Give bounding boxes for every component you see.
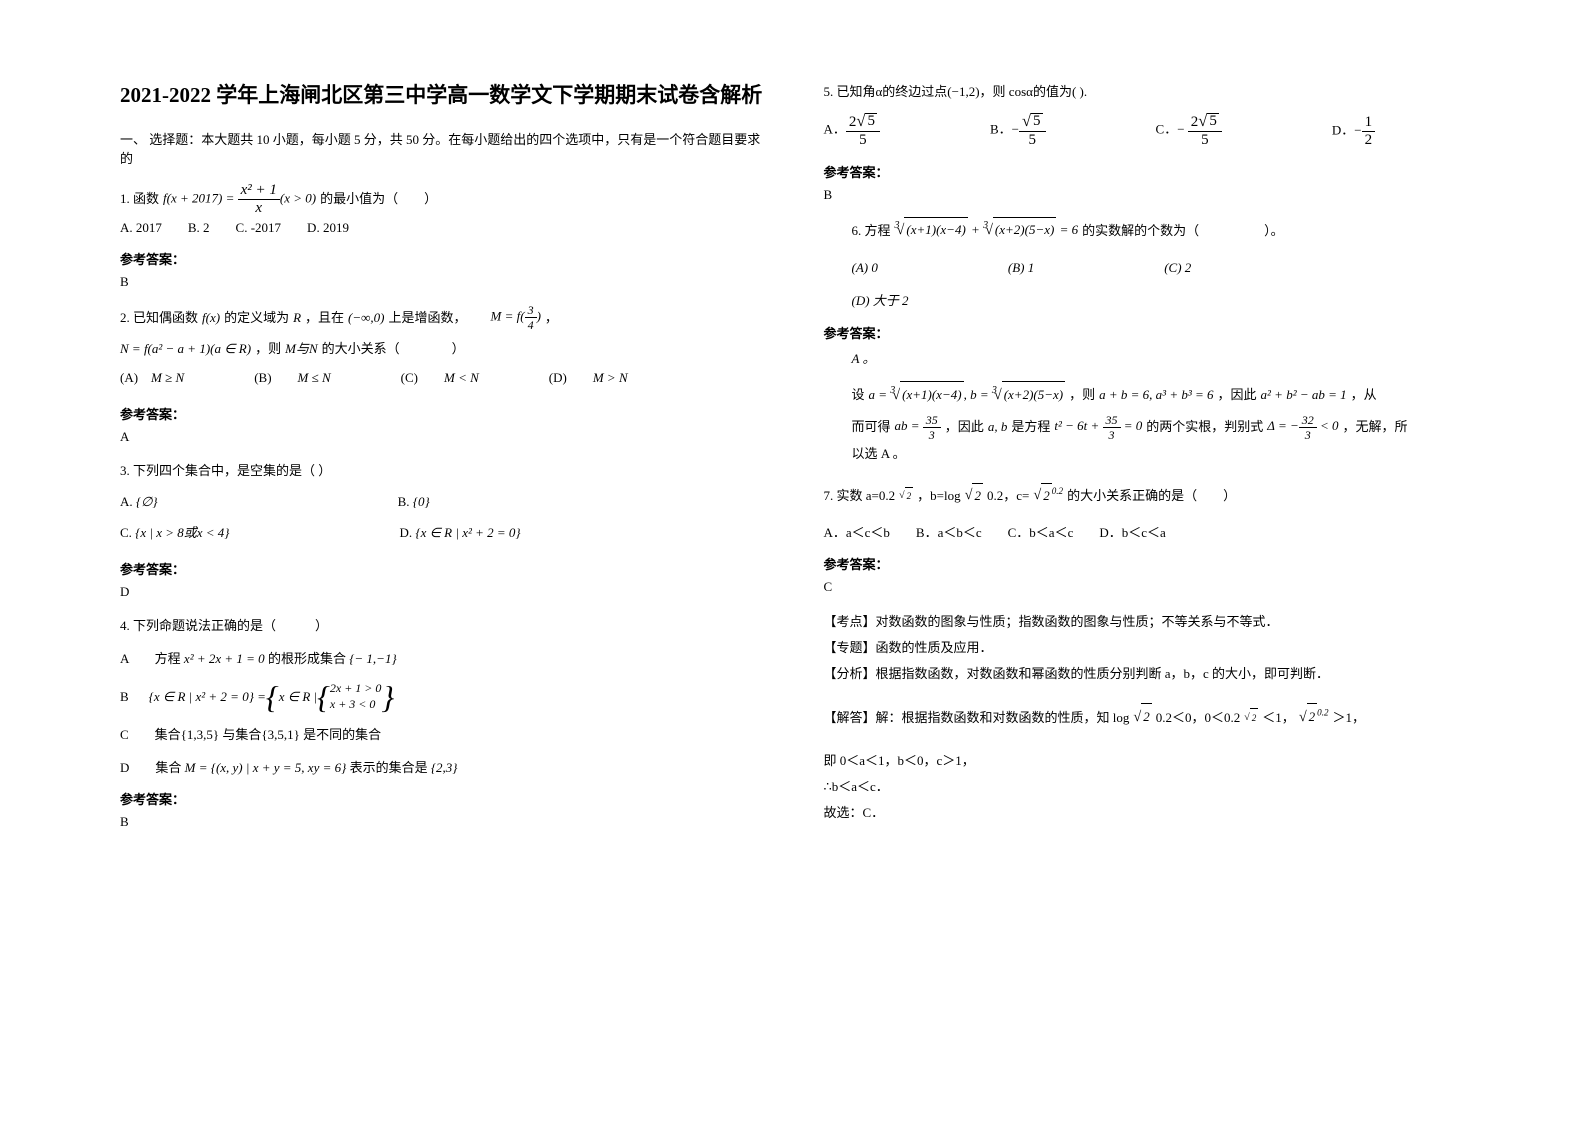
p6-suffix: 的实数解的个数为（ ）。 (1082, 219, 1284, 242)
p2-1a: 2. 已知偶函数 (120, 306, 198, 329)
answer-label: 参考答案： (120, 404, 764, 423)
p2-answer: A (120, 429, 764, 445)
problem-3: 3. 下列四个集合中，是空集的是（ ） A. {∅} B. {0} C. {x … (120, 459, 764, 549)
p2-optB: (B) M ≤ N (254, 366, 330, 389)
p7-analysis: 【考点】对数函数的图象与性质；指数函数的图象与性质；不等关系与不等式． 【专题】… (824, 609, 1468, 826)
p1-prefix: 1. 函数 (120, 187, 159, 210)
p7-options: A．a＜c＜b B．a＜b＜c C．b＜a＜c D．b＜c＜a (824, 521, 1468, 544)
p7-tag1: 【考点】对数函数的图象与性质；指数函数的图象与性质；不等关系与不等式． (824, 609, 1468, 635)
p2-comma: ， (545, 306, 558, 329)
problem-7: 7. 实数 a=0.2 √2 ，b=log √2 0.2，c= √20.2 的大… (824, 483, 1468, 544)
p5-answer: B (824, 187, 1468, 203)
p1-answer: B (120, 274, 764, 290)
p7-line6: ∴b＜a＜c． (824, 774, 1468, 800)
p2-optC: (C) M < N (401, 366, 479, 389)
p3-answer: D (120, 584, 764, 600)
p6-quad: t² − 6t + 353 = 0 (1054, 413, 1142, 441)
p2-interval: (−∞,0) (348, 306, 384, 329)
left-column: 2021-2022 学年上海闸北区第三中学高一数学文下学期期末试卷含解析 一、 … (100, 80, 794, 1082)
answer-label: 参考答案： (120, 559, 764, 578)
p2-N: N = f(a² − a + 1)(a ∈ R) (120, 337, 251, 360)
right-column: 5. 已知角α的终边过点(−1,2)，则 cosα的值为( ). A．2√55 … (794, 80, 1488, 1082)
p2-optD: (D) M > N (549, 366, 628, 389)
p7-answer: C (824, 579, 1468, 595)
p2-fx: f(x) (202, 306, 220, 329)
p3-C: C. {x | x > 8或x < 4} (120, 521, 230, 544)
p6-A: (A) 0 (852, 256, 878, 279)
p2-MN: M与N (285, 337, 318, 360)
answer-label: 参考答案： (120, 249, 764, 268)
p6-C: (C) 2 (1164, 256, 1191, 279)
p4-optD: D 集合 M = {(x, y) | x + y = 5, xy = 6} 表示… (120, 756, 764, 779)
p4-text: 4. 下列命题说法正确的是（ ） (120, 614, 764, 637)
p5-B: B．−√55 (990, 113, 1046, 148)
p1-formula: f(x + 2017) = x² + 1x(x > 0) (163, 183, 316, 216)
p3-text: 3. 下列四个集合中，是空集的是（ ） (120, 459, 764, 482)
answer-label: 参考答案： (824, 162, 1468, 181)
section-heading: 一、 选择题：本大题共 10 小题，每小题 5 分，共 50 分。在每小题给出的… (120, 130, 764, 169)
p2-M: M = f(34) (491, 304, 541, 331)
answer-label: 参考答案： (120, 789, 764, 808)
p7-sqrt2b: √20.2 (1033, 483, 1063, 509)
p6-explanation: 设 a = 3√(x+1)(x−4), b = 3√(x+2)(5−x) ，则 … (824, 381, 1468, 467)
answer-label: 参考答案： (824, 323, 1468, 342)
problem-2: 2. 已知偶函数 f(x) 的定义域为 R ，且在 (−∞,0) 上是增函数， … (120, 304, 764, 394)
problem-6: 6. 方程 3√(x+1)(x−4) + 3√(x+2)(5−x) = 6 的实… (824, 217, 1468, 312)
problem-1: 1. 函数 f(x + 2017) = x² + 1x(x > 0) 的最小值为… (120, 183, 764, 239)
p3-A: A. {∅} (120, 490, 158, 513)
p1-options: A. 2017 B. 2 C. -2017 D. 2019 (120, 216, 764, 239)
p5-D: D．−12 (1332, 115, 1375, 148)
p4-optA: A 方程 x² + 2x + 1 = 0 的根形成集合 {− 1,−1} (120, 647, 764, 670)
p7-sqrt2d: √20.2 (1299, 703, 1329, 732)
p7-exp2: √2 (1244, 708, 1258, 728)
p3-B: B. {0} (398, 490, 430, 513)
p6-ab: ab = 353 (895, 413, 941, 441)
p7-line5: 即 0＜a＜1，b＜0，c＞1， (824, 748, 1468, 774)
p7-exp1: √2 (899, 487, 913, 505)
p3-D: D. {x ∈ R | x² + 2 = 0} (400, 521, 521, 544)
answer-label: 参考答案： (824, 554, 1468, 573)
p7-tag3: 【分析】根据指数函数，对数函数和幂函数的性质分别判断 a，b，c 的大小，即可判… (824, 661, 1468, 687)
p5-text: 5. 已知角α的终边过点(−1,2)，则 cosα的值为( ). (824, 80, 1468, 103)
p2-2a: ，则 (255, 337, 281, 360)
p2-optA: (A) M ≥ N (120, 366, 184, 389)
p1-suffix: 的最小值为（ ） (320, 187, 437, 210)
p2-1b: 的定义域为 (224, 306, 289, 329)
p7-sqrt2c: √2 (1133, 703, 1151, 732)
p7-line7: 故选：C． (824, 800, 1468, 826)
p6-eq: 3√(x+1)(x−4) + 3√(x+2)(5−x) = 6 (895, 217, 1079, 244)
p6-delta: Δ = −323 < 0 (1267, 413, 1338, 441)
p4-B-label: B (120, 685, 129, 708)
p6-answer: A 。 (824, 348, 1468, 367)
p6-ab-def: a = 3√(x+1)(x−4), b = 3√(x+2)(5−x) (869, 381, 1066, 410)
p7-sqrt2a: √2 (965, 483, 983, 509)
p5-C: C．− 2√55 (1156, 113, 1222, 148)
p4-B-set: {x ∈ R | x² + 2 = 0} = { x ∈ R | { 2x + … (149, 681, 395, 713)
problem-5: 5. 已知角α的终边过点(−1,2)，则 cosα的值为( ). A．2√55 … (824, 80, 1468, 152)
p4-optB: B {x ∈ R | x² + 2 = 0} = { x ∈ R | { 2x … (120, 681, 764, 713)
exam-title: 2021-2022 学年上海闸北区第三中学高一数学文下学期期末试卷含解析 (120, 80, 764, 112)
p5-A: A．2√55 (824, 113, 880, 148)
p6-B: (B) 1 (1008, 256, 1034, 279)
p2-1d: 上是增函数， (389, 306, 467, 329)
p4-optC: C 集合{1,3,5} 与集合{3,5,1} 是不同的集合 (120, 723, 764, 746)
p2-2b: 的大小关系（ ） (322, 337, 465, 360)
p6-D: (D) 大于 2 (852, 293, 909, 308)
problem-4: 4. 下列命题说法正确的是（ ） A 方程 x² + 2x + 1 = 0 的根… (120, 614, 764, 780)
p7-tag2: 【专题】函数的性质及应用． (824, 635, 1468, 661)
p2-1c: ，且在 (305, 306, 344, 329)
p4-answer: B (120, 814, 764, 830)
p6-prefix: 6. 方程 (852, 219, 891, 242)
p2-R: R (293, 306, 301, 329)
